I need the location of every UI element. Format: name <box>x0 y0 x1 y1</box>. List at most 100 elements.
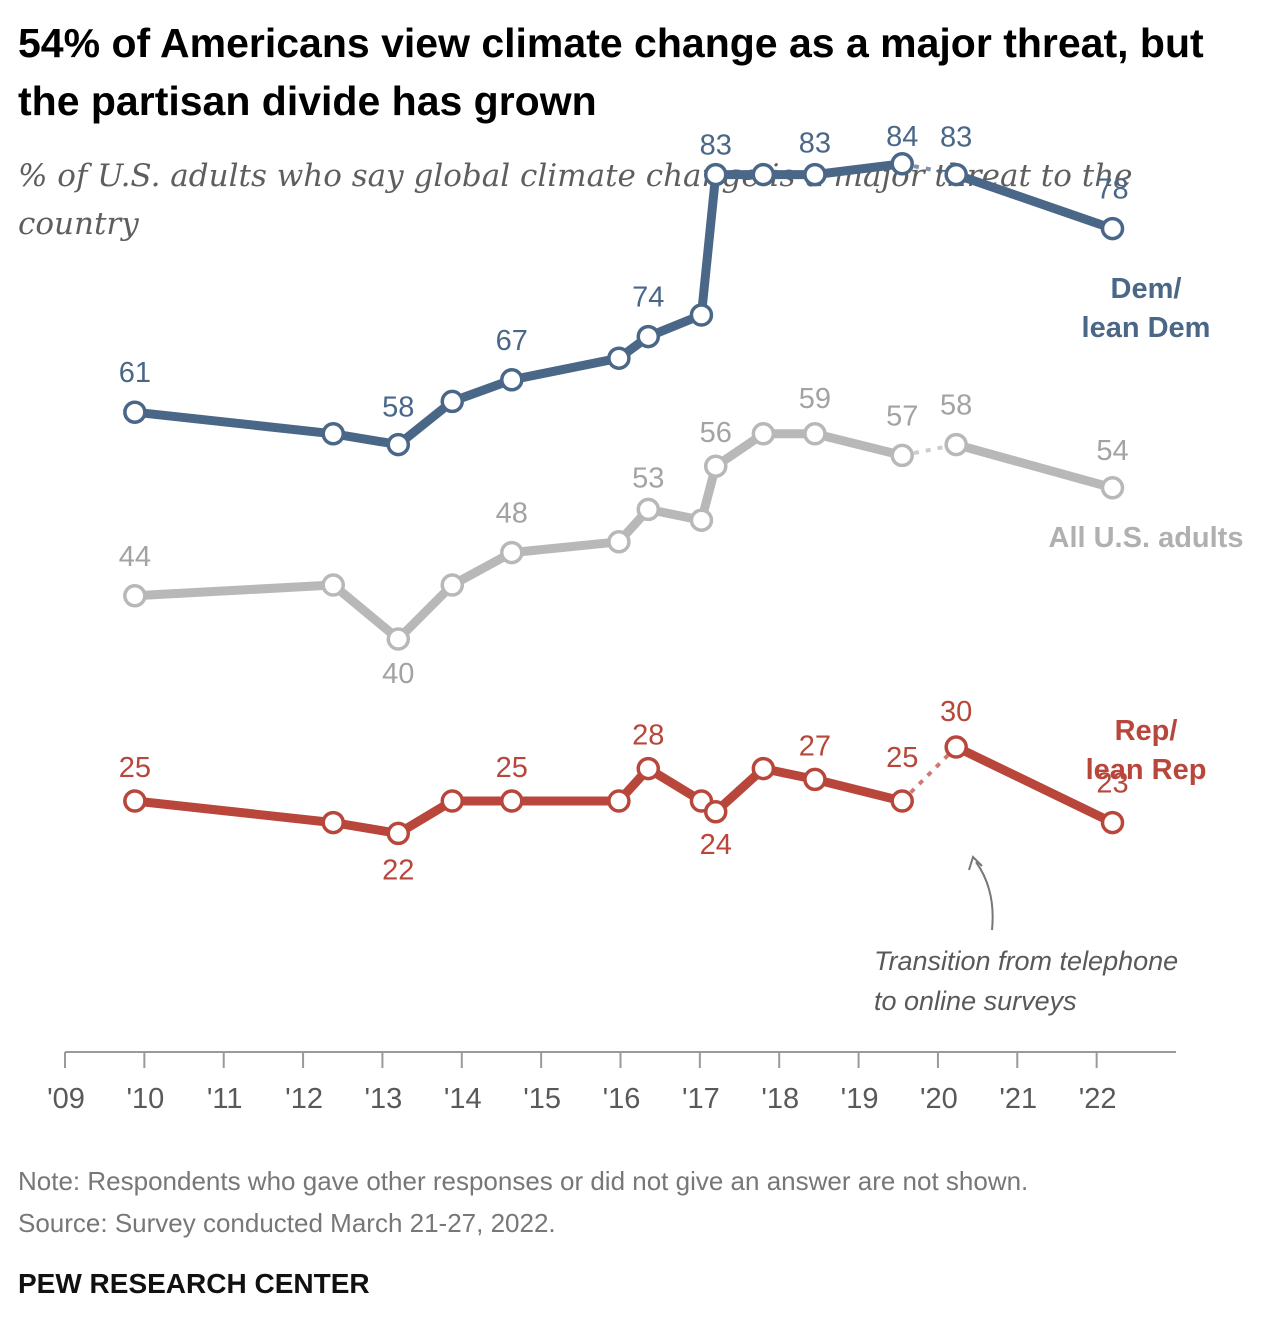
all-series-name-line: All U.S. adults <box>1049 522 1244 554</box>
rep-data-point <box>500 789 524 813</box>
dem-data-point <box>1100 216 1125 241</box>
x-tick-label: '16 <box>603 1083 641 1115</box>
rep-data-point <box>440 789 465 813</box>
all-series-name: All U.S. adults <box>1049 522 1244 554</box>
all-data-point <box>440 573 465 597</box>
dem-data-point <box>703 162 728 187</box>
dem-data-label: 58 <box>382 392 414 424</box>
dem-data-label: 74 <box>632 282 664 314</box>
dem-data-point <box>607 346 631 370</box>
annotation-line-1: Transition from telephone to online surv… <box>874 946 1186 1016</box>
chart-title: 54% of Americans view climate change as … <box>18 20 1204 124</box>
rep-data-point <box>607 789 631 813</box>
rep-data-point <box>386 821 411 846</box>
chart-note: Note: Respondents who gave other respons… <box>18 1166 1029 1196</box>
all-data-point <box>1100 476 1125 500</box>
all-data-point <box>636 497 661 522</box>
all-data-point <box>689 508 714 532</box>
all-transition-connector <box>901 442 957 458</box>
annotation: Transition from telephone to online surv… <box>874 855 1186 1016</box>
x-tick-label: '15 <box>523 1083 561 1115</box>
dem-series-name: Dem/lean Dem <box>1082 273 1211 344</box>
dem-transition-connector <box>901 161 957 177</box>
all-data-point <box>751 422 776 446</box>
rep-data-label: 28 <box>632 720 664 752</box>
dem-data-point <box>321 422 345 446</box>
dem-data-point <box>440 389 465 414</box>
all-data-label: 57 <box>886 400 918 432</box>
x-tick-label: '10 <box>126 1083 164 1115</box>
dem-data-label: 83 <box>940 122 972 154</box>
x-tick-label: '18 <box>761 1083 799 1115</box>
rep-data-point <box>890 789 914 813</box>
x-tick-label: '19 <box>841 1083 879 1115</box>
all-data-label: 53 <box>632 462 664 494</box>
series-markers <box>123 152 1125 846</box>
all-data-point <box>386 627 411 651</box>
rep-series-name: Rep/lean Rep <box>1086 715 1207 786</box>
all-data-label: 54 <box>1096 435 1128 467</box>
x-tick-label: '14 <box>444 1083 482 1115</box>
rep-data-point <box>703 800 728 824</box>
all-data-point <box>890 443 914 468</box>
rep-data-label: 24 <box>700 829 732 861</box>
all-data-point <box>803 422 827 446</box>
x-axis: '09 '10 '11 '12 '13 '14 '15 '16 '17 '18 '19 '20 '21 '… <box>47 1051 1176 1115</box>
dem-data-label: 83 <box>700 130 732 162</box>
x-tick-label: '11 <box>207 1083 243 1115</box>
all-data-label: 58 <box>940 390 972 422</box>
line-chart: '09 '10 '11 '12 '13 '14 '15 '16 '17 '18 '19 '20 '21 '… <box>47 121 1244 1115</box>
rep-data-label: 22 <box>382 854 414 886</box>
dem-data-label: 61 <box>119 357 151 389</box>
annotation-arrowhead <box>968 855 983 871</box>
series-lines <box>130 159 1118 838</box>
dem-data-point <box>751 162 776 187</box>
rep-data-label: 25 <box>886 742 918 774</box>
x-tick-label: '21 <box>999 1083 1037 1115</box>
dem-data-label: 83 <box>799 128 831 160</box>
dem-data-point <box>890 152 914 176</box>
rep-series-line-online <box>951 742 1118 828</box>
all-data-label: 48 <box>496 498 528 530</box>
annotation-text: Transition from telephone <box>874 946 1178 976</box>
all-data-point <box>123 584 147 608</box>
rep-data-point <box>944 735 968 759</box>
x-tick-label: '09 <box>47 1083 85 1115</box>
dem-data-point <box>689 303 714 327</box>
rep-transition-connector <box>900 745 958 803</box>
dem-series-line <box>130 159 907 450</box>
x-tick-label: '13 <box>365 1083 403 1115</box>
dem-data-point <box>386 432 411 457</box>
data-labels: 61 58 67 74 83 83 84 83 78 44 40 48 53 56 59 57 58 54 25 22… <box>119 121 1129 887</box>
dem-data-label: 67 <box>496 325 528 357</box>
rep-data-point <box>123 789 147 813</box>
rep-data-point <box>751 756 776 781</box>
all-data-point <box>321 573 345 597</box>
rep-series-name-line: Rep/ <box>1115 715 1178 747</box>
all-data-point <box>500 540 524 565</box>
dem-data-point <box>636 324 661 349</box>
all-data-label: 44 <box>119 541 151 573</box>
dem-series-line-online <box>951 170 1118 234</box>
rep-data-point <box>321 810 345 835</box>
x-tick-label: '12 <box>285 1083 323 1115</box>
dem-data-point <box>123 400 147 424</box>
rep-data-point <box>636 756 661 781</box>
dem-data-point <box>500 368 524 392</box>
rep-data-point <box>1100 810 1125 835</box>
all-series-line <box>130 429 907 644</box>
chart-source: Source: Survey conducted March 21-27, 20… <box>18 1208 556 1238</box>
annotation-text-line-2: to online surveys <box>874 986 1077 1016</box>
x-tick-label: '22 <box>1079 1083 1117 1115</box>
all-data-label: 40 <box>382 658 414 690</box>
all-data-label: 56 <box>700 417 732 449</box>
dem-data-point <box>803 162 827 187</box>
rep-series-name-line: lean Rep <box>1086 754 1207 786</box>
dem-data-label: 84 <box>886 121 918 153</box>
dem-data-label: 78 <box>1096 174 1128 206</box>
dem-series-name-line: Dem/ <box>1111 273 1182 305</box>
x-tick-label: '20 <box>920 1083 958 1115</box>
x-tick-label: '17 <box>682 1083 720 1115</box>
rep-data-point <box>803 767 827 792</box>
rep-data-label: 23 <box>1096 768 1128 800</box>
